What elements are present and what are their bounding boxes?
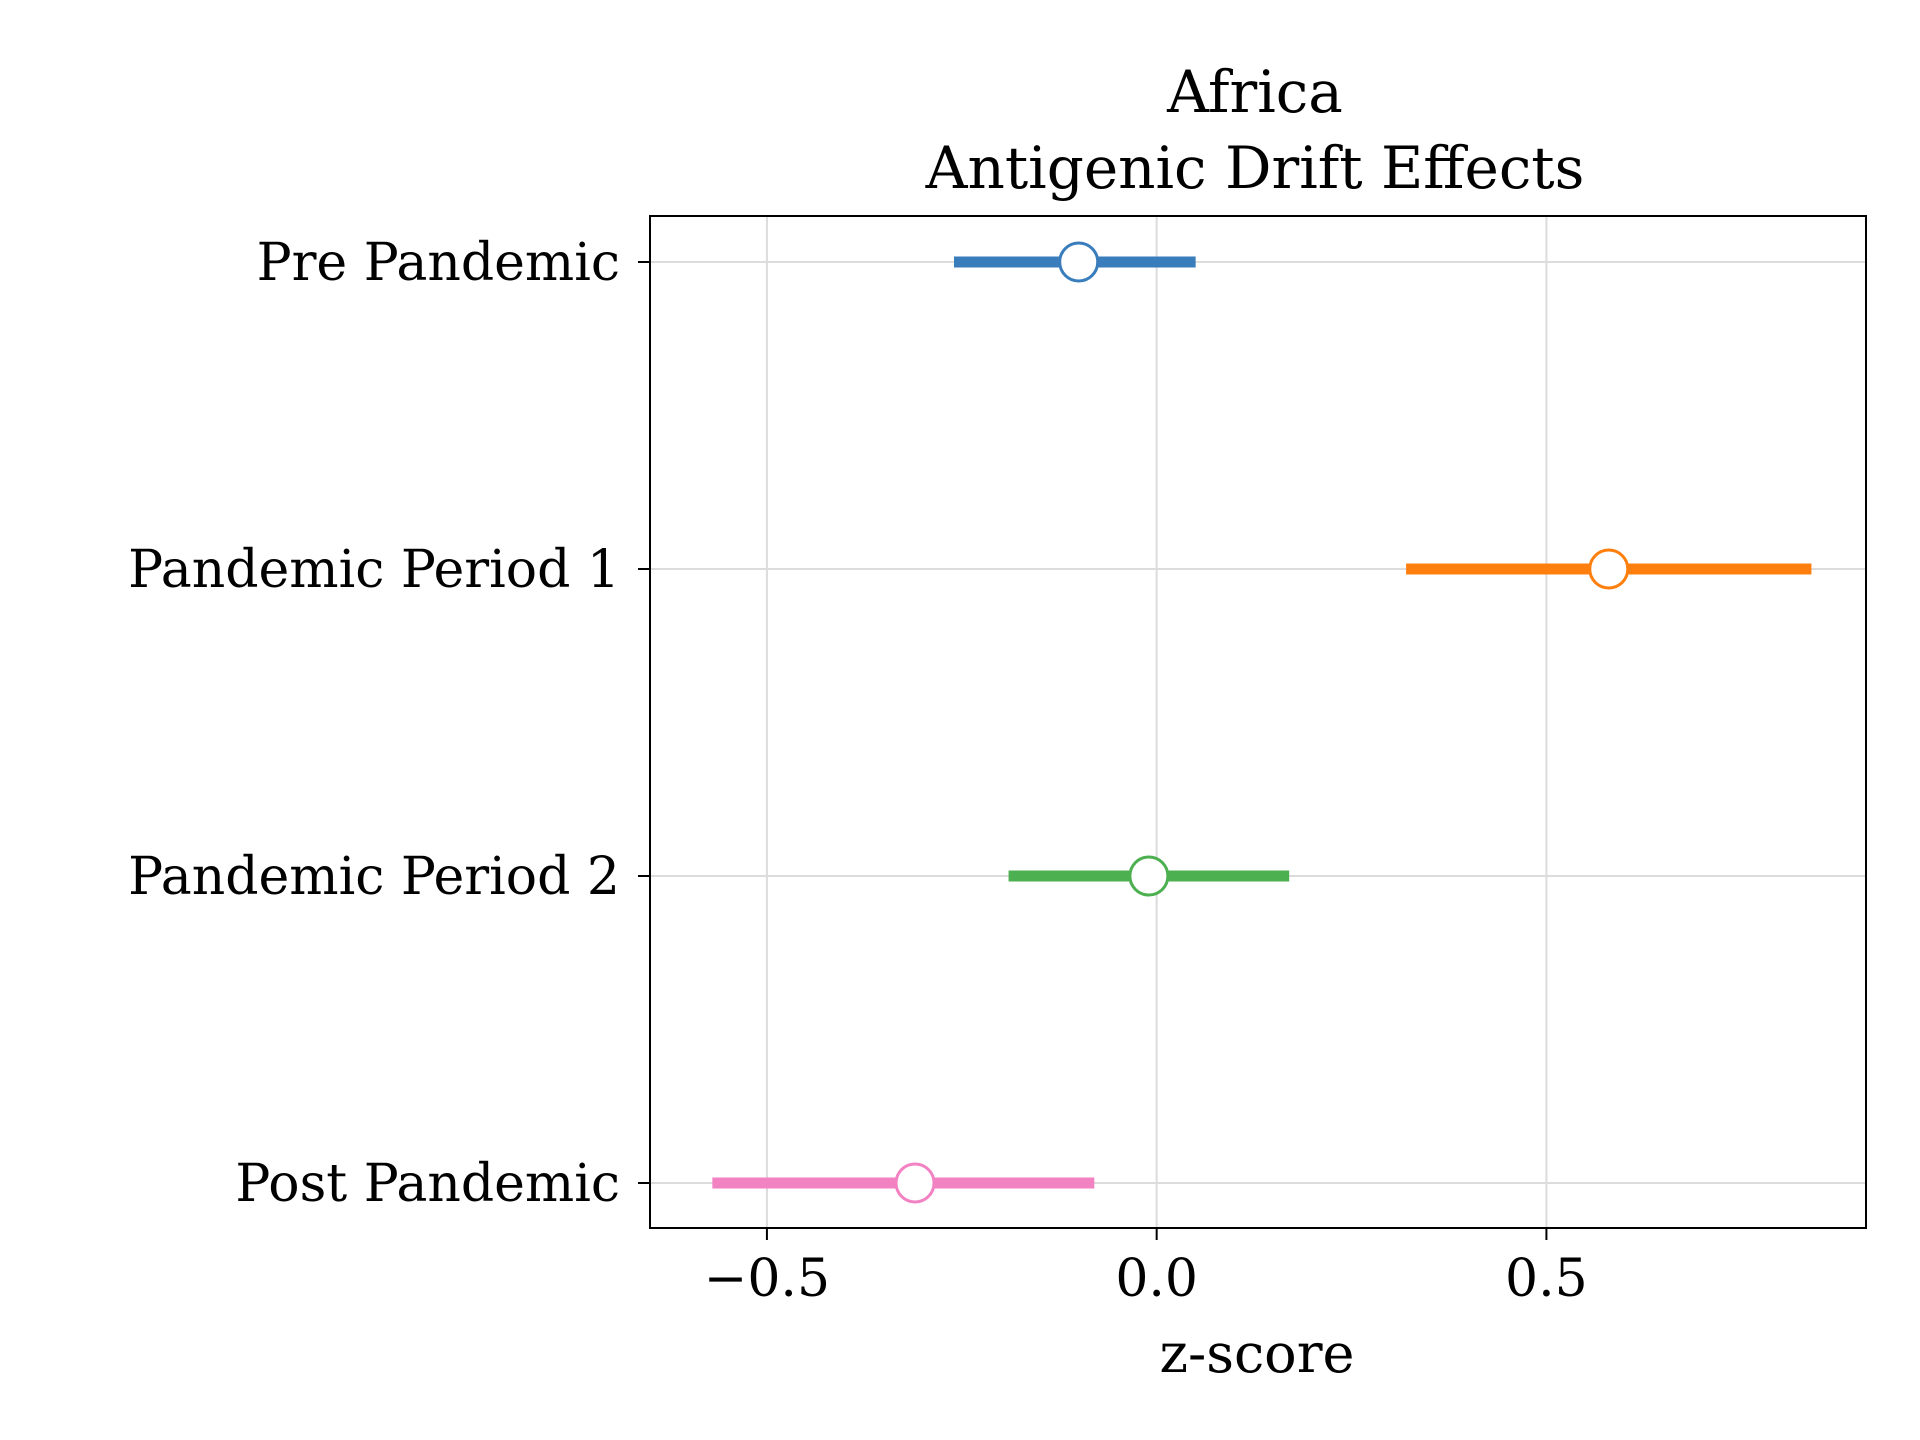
- point-estimate-marker: [894, 1162, 936, 1204]
- plot-frame: [649, 215, 1867, 1229]
- point-estimate-marker: [1058, 241, 1100, 283]
- y-tick-label: Post Pandemic: [235, 1154, 620, 1214]
- chart-title-line-2: Antigenic Drift Effects: [925, 134, 1585, 202]
- x-tick-label: 0.5: [1505, 1249, 1588, 1309]
- chart-title-line-1: Africa: [1166, 58, 1343, 126]
- point-estimate-marker: [1128, 855, 1170, 897]
- data-marks: [712, 241, 1812, 1204]
- x-tick-label: −0.5: [704, 1249, 830, 1309]
- x-tick-label: 0.0: [1115, 1249, 1198, 1309]
- y-tick-label: Pre Pandemic: [257, 233, 620, 293]
- y-tick-label: Pandemic Period 1: [128, 540, 620, 600]
- point-estimate-marker: [1588, 548, 1630, 590]
- y-tick-label: Pandemic Period 2: [128, 847, 620, 907]
- axes: −0.5 0.0 0.5 Pre Pandemic Pandemic Period 1 P…: [128, 233, 1588, 1309]
- x-axis-label: z-score: [1160, 1322, 1355, 1385]
- grid: [650, 216, 1866, 1228]
